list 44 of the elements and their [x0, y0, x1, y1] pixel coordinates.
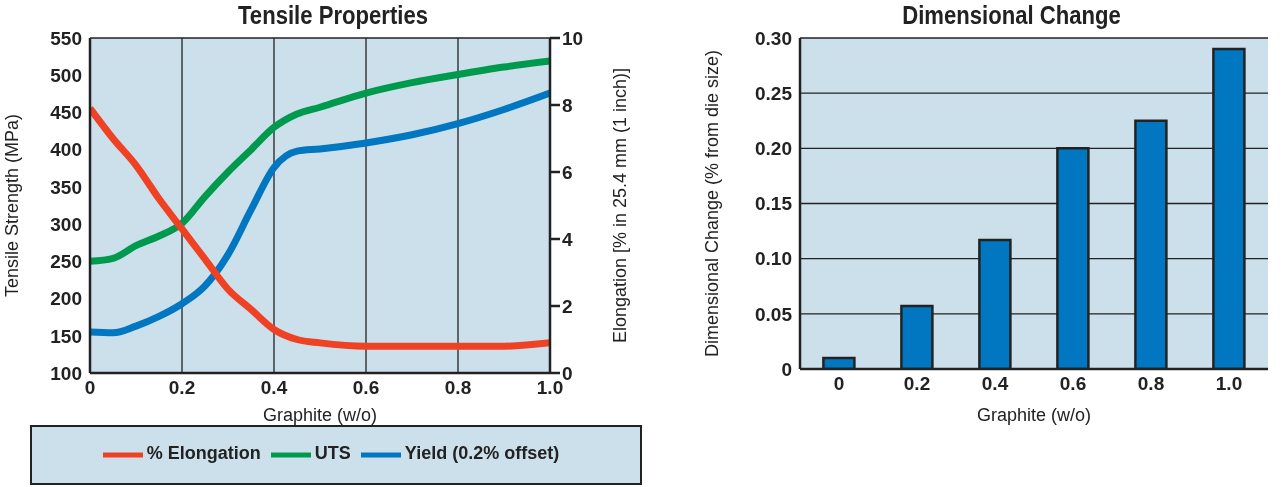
y-tick-label: 0 — [781, 358, 792, 380]
y-tick-label: 500 — [50, 64, 82, 86]
y2-axis-title: Elongation [% in 25.4 mm (1 inch)] — [610, 67, 631, 344]
y-tick-label: 0.05 — [755, 303, 793, 325]
x-tick-label: 1.0 — [536, 377, 564, 399]
y-tick-label: 450 — [50, 102, 82, 124]
y-tick-label: 250 — [50, 251, 82, 273]
y2-tick-label: 10 — [562, 27, 584, 49]
x-tick-label: 0.2 — [903, 373, 931, 395]
y-tick-label: 0.15 — [755, 193, 793, 215]
legend-label: % Elongation — [146, 443, 261, 464]
legend-label: UTS — [314, 443, 351, 464]
y-tick-label: 200 — [50, 288, 82, 310]
y-tick-label: 0.30 — [755, 27, 792, 49]
y-tick-label: 550 — [50, 27, 82, 49]
y-axis-title: Dimensional Change (% from die size) — [702, 49, 723, 358]
y2-tick-label: 2 — [562, 295, 573, 317]
x-tick-label: 0.4 — [260, 377, 288, 399]
x-tick-label: 0 — [84, 377, 96, 399]
legend-label: Yield (0.2% offset) — [404, 443, 560, 464]
x-tick-label: 0.6 — [352, 377, 380, 399]
y-tick-label: 300 — [50, 213, 82, 235]
x-axis-title: Graphite (w/o) — [976, 405, 1092, 425]
chart-title: Dimensional Change — [902, 0, 1121, 30]
y2-tick-label: 8 — [562, 94, 573, 116]
x-tick-label: 0.8 — [444, 377, 472, 399]
y-tick-label: 0.10 — [755, 248, 792, 270]
y-axis-title: Tensile Strength (MPa) — [2, 113, 23, 298]
y2-tick-label: 4 — [562, 228, 573, 250]
y-tick-label: 400 — [50, 139, 82, 161]
y-tick-label: 0.20 — [755, 138, 792, 160]
x-tick-label: 1.0 — [1215, 373, 1243, 395]
x-axis-title: Graphite (w/o) — [262, 405, 378, 425]
x-tick-label: 0.6 — [1059, 373, 1087, 395]
y-tick-label: 100 — [50, 362, 82, 384]
chart-title: Tensile Properties — [238, 0, 428, 30]
y-tick-label: 0.25 — [755, 82, 793, 104]
x-tick-label: 0.4 — [981, 373, 1009, 395]
y2-tick-label: 6 — [562, 161, 573, 183]
x-tick-label: 0.2 — [168, 377, 196, 399]
x-tick-label: 0 — [833, 373, 845, 395]
x-tick-label: 0.8 — [1137, 373, 1165, 395]
y-tick-label: 350 — [50, 176, 82, 198]
y-tick-label: 150 — [50, 325, 82, 347]
